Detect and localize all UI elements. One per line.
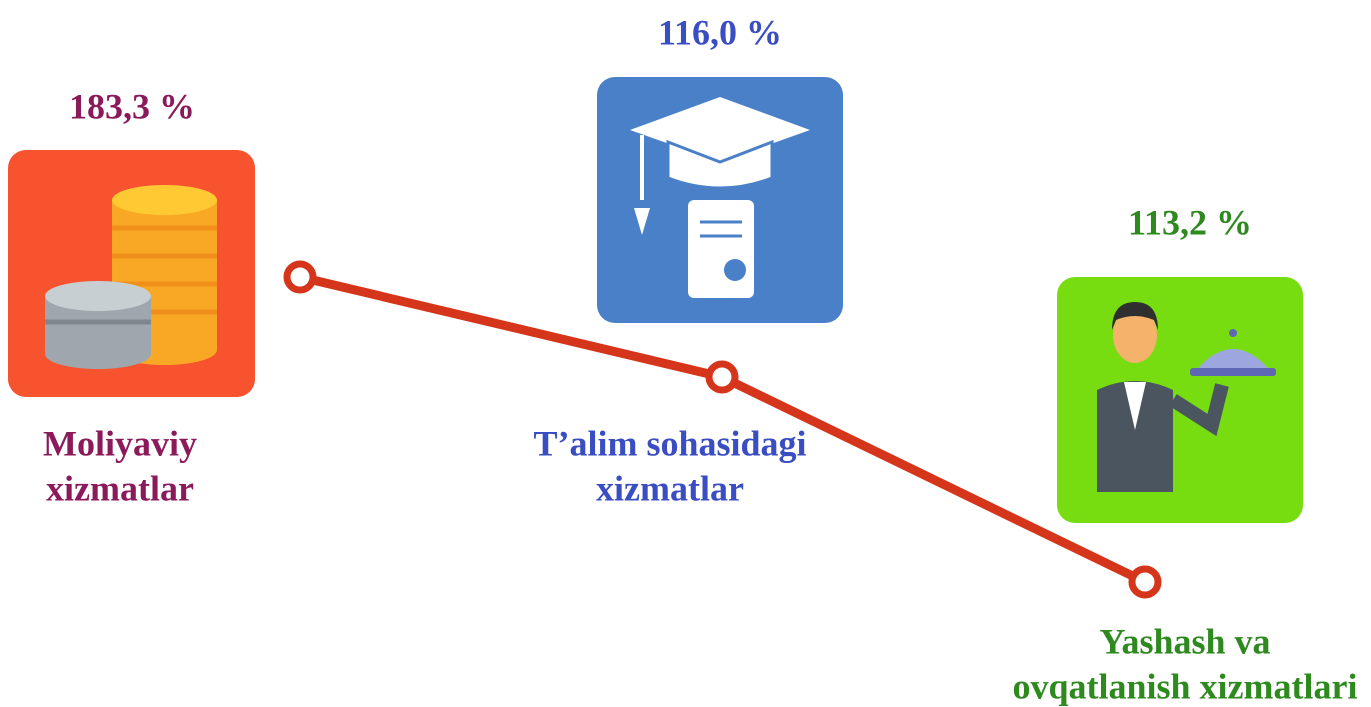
page: 183,3 % Moliyaviy xizmatlar 116,0 % T’alim s…	[0, 0, 1371, 707]
value-label: 116,0 %	[658, 12, 782, 52]
point-marker	[287, 264, 313, 290]
value-label: 113,2 %	[1128, 202, 1252, 242]
category-label: ovqatlanish xizmatlari	[1012, 666, 1357, 706]
category-label: Moliyaviy	[43, 423, 197, 463]
category-label: Yashash va	[1099, 621, 1270, 661]
point-marker	[709, 364, 735, 390]
category-label: xizmatlar	[46, 468, 194, 508]
category-label: T’alim sohasidagi	[533, 423, 806, 463]
catering-icon	[1057, 277, 1303, 523]
point-marker	[1132, 569, 1158, 595]
finance-icon	[8, 150, 255, 397]
category-label: xizmatlar	[596, 468, 744, 508]
value-label: 183,3 %	[69, 86, 195, 126]
infographic: 183,3 % Moliyaviy xizmatlar 116,0 % T’alim s…	[0, 0, 1371, 707]
education-icon	[597, 77, 843, 323]
